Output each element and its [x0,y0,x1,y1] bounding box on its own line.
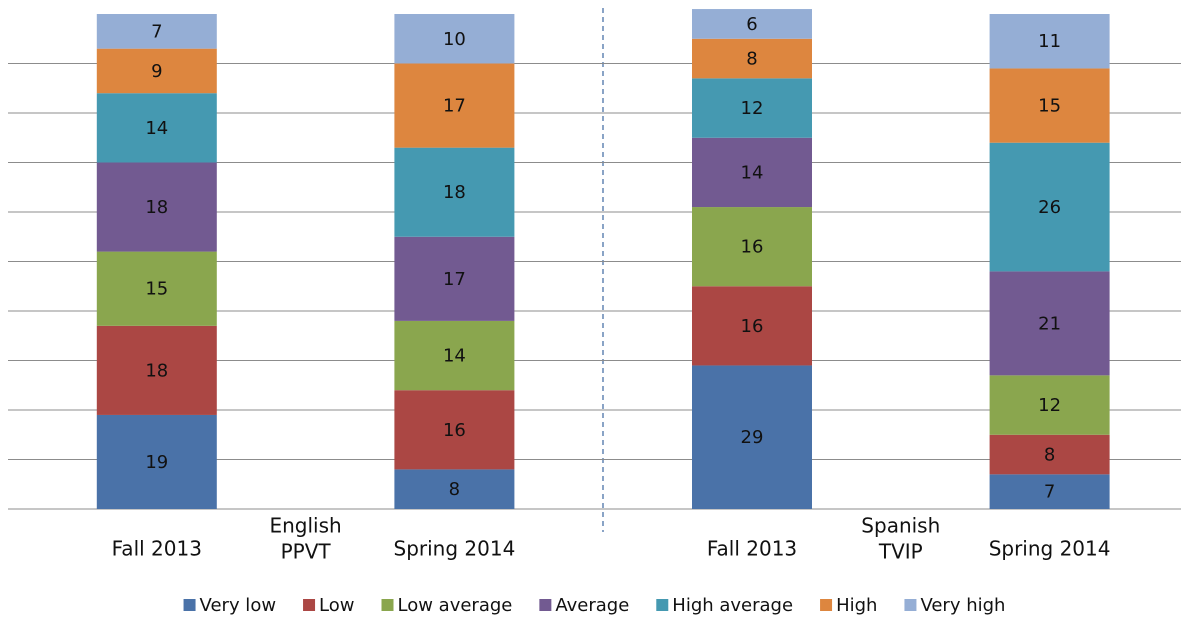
legend-swatch [183,599,196,611]
data-label: 10 [443,29,466,50]
data-label: 16 [443,420,466,441]
data-label: 15 [1038,96,1061,117]
bar-segment [692,365,812,509]
bar-segment [394,320,515,391]
data-label: 8 [449,479,460,500]
x-tick-label: Spring 2014 [989,537,1111,561]
bar-segment [989,474,1110,509]
bar-segment [692,286,812,366]
bar-segment [96,14,217,49]
data-label: 8 [746,49,757,70]
group-label: PPVT [281,540,332,564]
bar-segment [96,251,217,326]
bar-segment [692,9,812,39]
bar-segment [394,14,515,64]
bar-segment [989,271,1110,376]
legend-label: Average [555,595,629,616]
bar-segment [692,38,812,79]
legend-label: Low average [398,595,513,616]
legend-swatch [303,599,316,611]
legend-swatch [539,599,552,611]
group-label: English [269,514,341,538]
legend-swatch [904,599,917,611]
data-label: 18 [145,197,168,218]
data-label: 14 [145,118,168,139]
data-label: 15 [145,279,168,300]
legend-label: High average [672,595,793,616]
legend-label: Low [319,595,354,616]
data-label: 26 [1038,197,1061,218]
legend-label: Very low [200,595,277,616]
legend-label: Very high [920,595,1005,616]
group-label: Spanish [861,514,940,538]
bar-segment [394,390,515,470]
legend-label: High [836,595,877,616]
data-label: 21 [1038,313,1061,334]
data-label: 6 [746,14,757,35]
bar-segment [96,48,217,94]
data-label: 12 [741,98,764,119]
legend-swatch [820,599,833,611]
data-label: 18 [443,182,466,203]
data-label: 19 [145,452,168,473]
data-label: 16 [741,237,764,258]
bar-segment [989,142,1110,272]
bar-segment [692,207,812,287]
data-label: 7 [1044,482,1055,503]
legend-swatch [381,599,394,611]
legend-swatch [656,599,669,611]
x-tick-label: Spring 2014 [394,537,516,561]
bar-segment [96,414,217,509]
data-label: 17 [443,96,466,117]
data-label: 9 [151,61,162,82]
data-label: 14 [443,346,466,367]
bar-segment [394,63,515,148]
bar-segment [394,236,515,321]
bar-segment [394,147,515,237]
data-label: 11 [1038,31,1061,52]
data-label: 16 [741,316,764,337]
data-label: 29 [741,427,764,448]
x-tick-label: Fall 2013 [112,537,202,561]
bar-segment [394,469,515,509]
bar-segment [96,162,217,252]
data-label: 8 [1044,445,1055,466]
bar-segment [96,93,217,163]
data-label: 14 [741,162,764,183]
x-tick-label: Fall 2013 [707,537,797,561]
data-label: 17 [443,269,466,290]
data-label: 18 [145,360,168,381]
data-label: 12 [1038,395,1061,416]
data-label: 7 [151,21,162,42]
bar-segment [692,137,812,208]
bar-segment [989,434,1110,475]
bar-segment [989,14,1110,69]
bar-segment [96,325,217,415]
bar-segment [989,375,1110,435]
bar-segment [692,78,812,138]
bar-segment [989,68,1110,143]
group-label: TVIP [878,540,923,564]
